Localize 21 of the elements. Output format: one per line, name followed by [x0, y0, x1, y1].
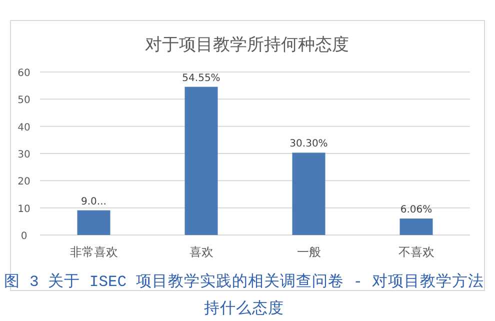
bar [184, 86, 218, 235]
x-tick-label: 一般 [296, 245, 321, 259]
x-tick-label: 喜欢 [189, 245, 214, 259]
data-label: 9.0... [81, 196, 106, 208]
bar [400, 218, 433, 235]
bar [77, 210, 110, 235]
y-tick-label: 10 [18, 204, 30, 215]
x-tick-label: 非常喜欢 [70, 245, 118, 259]
y-tick-label: 40 [18, 122, 30, 134]
bar [292, 152, 326, 235]
y-tick-label: 0 [20, 231, 28, 242]
chart-title: 对于项目教学所持何种态度 [145, 35, 349, 55]
y-tick-label: 20 [18, 176, 30, 188]
data-label: 54.55% [182, 72, 220, 84]
y-tick-label: 50 [18, 95, 30, 106]
y-tick-label: 30 [18, 150, 30, 160]
x-tick-label: 不喜欢 [398, 245, 434, 259]
caption: 图 3 关于 ISEC 项目教学实践的相关调查问卷 - 对项目教学方法持什么态度 [4, 272, 484, 320]
y-tick-label: 60 [18, 68, 30, 79]
data-label: 6.06% [400, 204, 432, 216]
data-label: 30.30% [290, 138, 328, 150]
